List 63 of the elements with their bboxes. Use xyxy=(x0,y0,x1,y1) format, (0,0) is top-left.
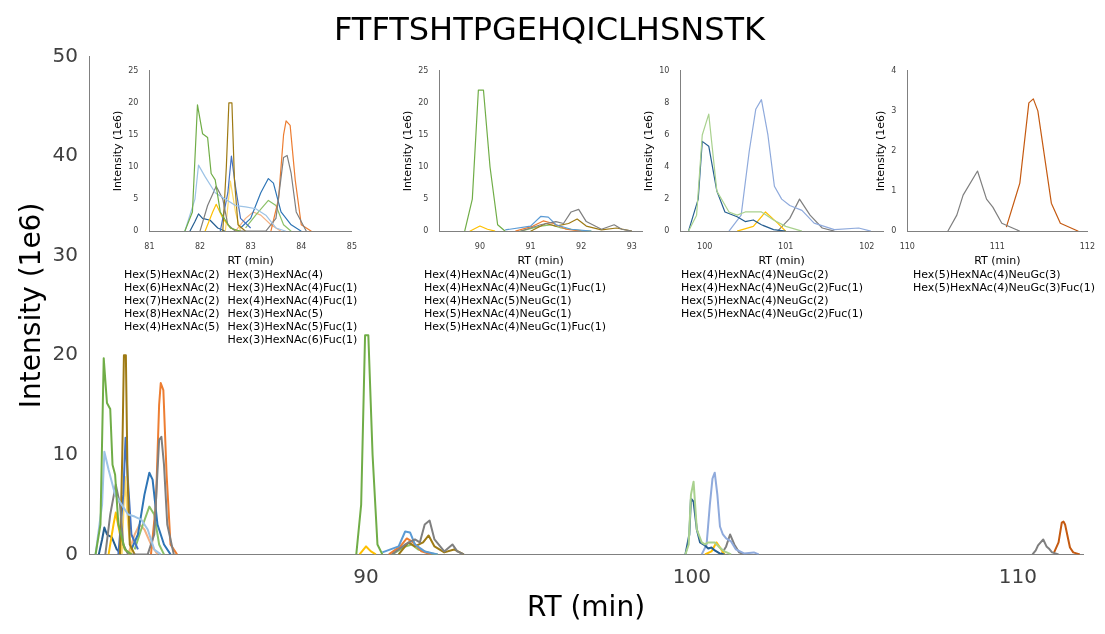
x-tick-label: 101 xyxy=(778,242,794,252)
y-axis-title: Intensity (1e6) xyxy=(111,110,125,192)
y-axis-title: Intensity (1e6) xyxy=(874,110,888,192)
y-tick-label: 10 xyxy=(418,162,429,172)
x-tick-label: 90 xyxy=(474,242,485,252)
y-tick-label: 20 xyxy=(418,97,429,107)
y-tick-label: 4 xyxy=(891,65,897,75)
x-axis-title: RT (min) xyxy=(526,590,646,624)
y-tick-label: 25 xyxy=(418,65,429,75)
x-tick-label: 82 xyxy=(194,242,206,252)
y-tick-label: 8 xyxy=(664,97,670,107)
y-axis-title: Intensity (1e6) xyxy=(401,110,415,192)
y-tick-label: 5 xyxy=(423,194,429,204)
x-axis-title: RT (min) xyxy=(974,254,1021,268)
y-axis-title: Intensity (1e6) xyxy=(14,202,48,409)
y-tick-label: 15 xyxy=(128,130,139,140)
y-tick-label: 0 xyxy=(664,226,670,236)
y-tick-label: 1 xyxy=(891,186,897,196)
annotation: Hex(5)HexNAc(2) Hex(6)HexNAc(2) Hex(7)HexNAc(2) Hex(8)HexNAc(2) Hex(4)HexNAc(5) xyxy=(124,268,220,335)
y-tick-label: 2 xyxy=(664,194,670,204)
annotation: Hex(4)HexNAc(4)NeuGc(1) Hex(4)HexNAc(4)NeuGc(1)Fuc(1) Hex(4)HexNAc(5)NeuGc(1) Hex(5)HexNAc(4)NeuGc(1) Hex(5)HexNAc(4)NeuGc(1)Fuc(1) xyxy=(424,268,606,333)
y-axis-title: Intensity (1e6) xyxy=(642,110,656,192)
x-tick-label: 100 xyxy=(672,563,712,588)
x-tick-label: 85 xyxy=(346,242,357,252)
x-axis-title: RT (min) xyxy=(517,254,564,268)
annotation: Hex(5)HexNAc(4)NeuGc(3) Hex(5)HexNAc(4)NeuGc(3)Fuc(1) xyxy=(913,268,1095,294)
x-axis-title: RT (min) xyxy=(758,254,805,268)
y-tick-label: 10 xyxy=(52,441,79,465)
x-tick-label: 81 xyxy=(144,242,155,252)
y-tick-label: 10 xyxy=(659,65,670,75)
x-tick-label: 102 xyxy=(859,242,875,252)
annotation: Hex(4)HexNAc(4)NeuGc(2) Hex(4)HexNAc(4)NeuGc(2)Fuc(1) Hex(5)HexNAc(4)NeuGc(2) Hex(5)HexNAc(4)NeuGc(2)Fuc(1) xyxy=(681,268,863,320)
x-tick-label: 83 xyxy=(245,242,256,252)
y-tick-label: 0 xyxy=(133,226,139,236)
y-tick-label: 25 xyxy=(128,65,139,75)
y-tick-label: 20 xyxy=(52,341,79,366)
x-tick-label: 110 xyxy=(899,242,915,252)
y-tick-label: 50 xyxy=(52,42,79,67)
y-tick-label: 4 xyxy=(664,162,670,172)
y-tick-label: 15 xyxy=(418,130,429,140)
x-tick-label: 91 xyxy=(525,242,536,252)
y-tick-label: 6 xyxy=(664,130,670,140)
y-tick-label: 0 xyxy=(65,540,79,565)
y-tick-label: 0 xyxy=(423,226,429,236)
x-tick-label: 111 xyxy=(989,242,1005,252)
y-tick-label: 10 xyxy=(128,162,139,172)
x-tick-label: 90 xyxy=(353,563,379,588)
x-tick-label: 110 xyxy=(998,563,1037,588)
x-axis-title: RT (min) xyxy=(227,254,274,268)
x-tick-label: 92 xyxy=(576,242,587,252)
chart-title: FTFTSHTPGEHQICLHSNSTK xyxy=(333,9,767,48)
x-tick-label: 84 xyxy=(296,242,307,252)
y-tick-label: 5 xyxy=(133,194,139,204)
x-tick-label: 112 xyxy=(1079,242,1096,252)
y-tick-label: 20 xyxy=(128,97,139,107)
annotation: Hex(3)HexNAc(4) Hex(3)HexNAc(4)Fuc(1) Hex(4)HexNAc(4)Fuc(1) Hex(3)HexNAc(5) Hex(3)HexNAc(5)Fuc(1) Hex(3)HexNAc(6)Fuc(1) xyxy=(227,268,358,346)
y-tick-label: 30 xyxy=(52,241,79,266)
x-tick-label: 93 xyxy=(626,242,637,252)
y-tick-label: 40 xyxy=(52,142,79,167)
x-tick-label: 100 xyxy=(697,242,713,252)
y-tick-label: 3 xyxy=(891,105,897,115)
y-tick-label: 0 xyxy=(891,226,897,236)
y-tick-label: 2 xyxy=(891,146,897,156)
